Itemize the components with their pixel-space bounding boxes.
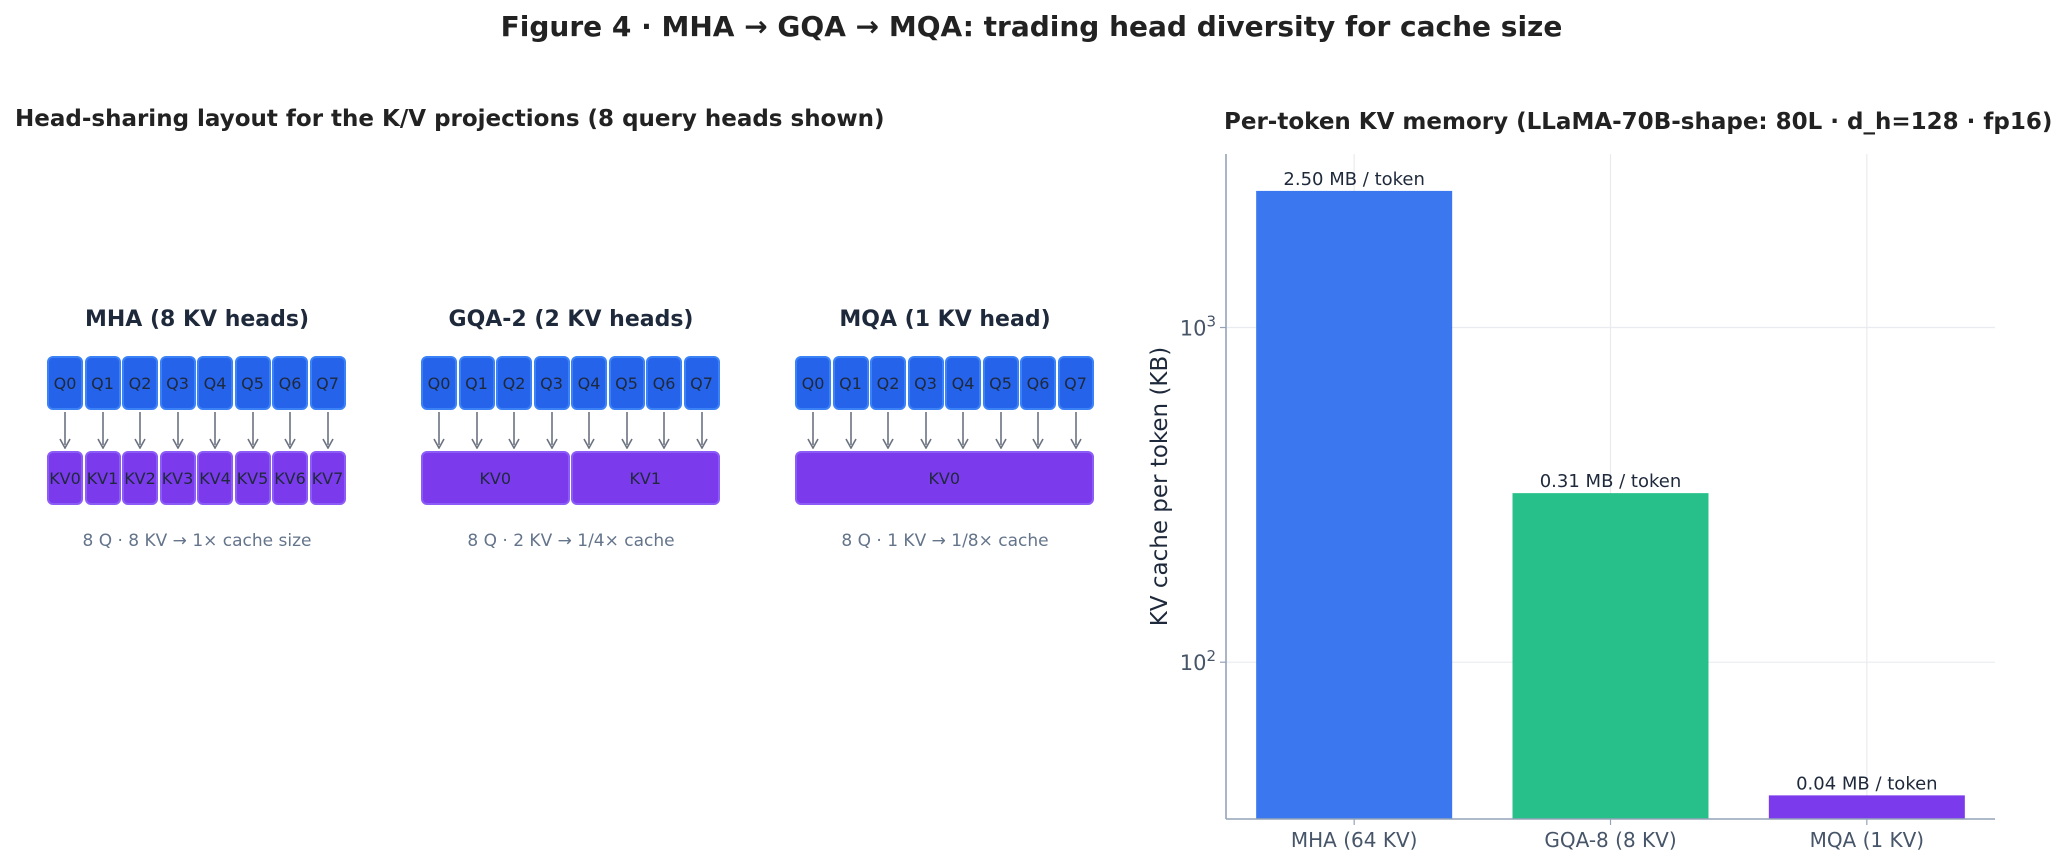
query-head-box: Q5 <box>608 356 645 410</box>
bar-value-label: 0.31 MB / token <box>1540 471 1682 492</box>
arrow-down-icon <box>882 412 894 449</box>
query-head-box: Q5 <box>234 356 271 410</box>
bar-value-label: 0.04 MB / token <box>1796 773 1938 794</box>
query-head-box: Q3 <box>907 356 944 410</box>
arrow-down-icon <box>658 412 670 449</box>
query-head-box: Q6 <box>646 356 682 410</box>
left-panel-title: Head-sharing layout for the K/V projecti… <box>15 106 885 132</box>
bar-value-label: 2.50 MB / token <box>1283 169 1425 190</box>
query-head-box: Q0 <box>47 356 83 410</box>
arrow-down-icon <box>470 412 483 449</box>
query-head-box: Q4 <box>197 356 233 410</box>
arrow-down-icon <box>807 412 819 449</box>
bar <box>1768 795 1965 819</box>
arrow-down-icon <box>96 412 109 449</box>
x-tick-label: MQA (1 KV) <box>1810 828 1925 852</box>
arrow-down-icon <box>1032 412 1044 449</box>
diagram-title: GQA-2 (2 KV heads) <box>448 307 694 332</box>
diagram-title: MQA (1 KV head) <box>839 307 1051 332</box>
query-head-box: Q2 <box>870 356 906 410</box>
diagram-caption: 8 Q · 8 KV → 1× cache size <box>82 531 312 551</box>
x-tick-label: GQA-8 (8 KV) <box>1544 828 1676 852</box>
y-axis-label: KV cache per token (KB) <box>1147 347 1173 627</box>
query-head-box: Q5 <box>982 356 1019 410</box>
arrow-down-icon <box>209 412 221 449</box>
query-head-box: Q4 <box>571 356 607 410</box>
query-head-box: Q2 <box>122 356 158 410</box>
x-tick-label: MHA (64 KV) <box>1291 828 1418 852</box>
bar <box>1512 493 1709 819</box>
query-head-box: Q4 <box>945 356 981 410</box>
arrow-down-icon <box>321 412 334 449</box>
y-tick-label: 103 <box>1180 313 1216 341</box>
kv-head-box: KV1 <box>571 451 720 505</box>
arrow-down-icon <box>171 412 184 449</box>
query-head-box: Q7 <box>1057 356 1094 410</box>
query-head-box: Q0 <box>421 356 457 410</box>
arrow-down-icon <box>508 412 520 449</box>
diagram-caption: 8 Q · 2 KV → 1/4× cache <box>467 531 675 551</box>
kv-head-box: KV0 <box>421 451 570 505</box>
kv-head-box: KV4 <box>197 451 233 505</box>
arrow-down-icon <box>957 412 969 449</box>
kv-head-box: KV7 <box>309 451 346 505</box>
kv-head-box: KV6 <box>272 451 308 505</box>
y-tick-label: 102 <box>1180 647 1216 675</box>
query-head-box: Q3 <box>159 356 196 410</box>
kv-head-box: KV1 <box>84 451 121 505</box>
arrow-down-icon <box>844 412 857 449</box>
kv-head-box: KV3 <box>159 451 196 505</box>
query-head-box: Q6 <box>1020 356 1056 410</box>
figure-title: Figure 4 · MHA → GQA → MQA: trading head… <box>500 10 1563 43</box>
arrow-down-icon <box>284 412 296 449</box>
arrow-down-icon <box>695 412 708 449</box>
query-head-box: Q1 <box>458 356 495 410</box>
query-head-box: Q7 <box>309 356 346 410</box>
bar <box>1256 190 1453 819</box>
diagram-caption: 8 Q · 1 KV → 1/8× cache <box>841 531 1049 551</box>
kv-head-box: KV0 <box>47 451 83 505</box>
kv-head-box: KV0 <box>795 451 1094 505</box>
query-head-box: Q7 <box>683 356 720 410</box>
query-head-box: Q3 <box>533 356 570 410</box>
arrow-down-icon <box>620 412 633 449</box>
kv-head-box: KV5 <box>234 451 271 505</box>
query-head-box: Q0 <box>795 356 831 410</box>
arrow-down-icon <box>545 412 558 449</box>
arrow-down-icon <box>433 412 445 449</box>
arrow-down-icon <box>583 412 595 449</box>
chart-title: Per-token KV memory (LLaMA-70B-shape: 80… <box>1224 109 2052 135</box>
query-head-box: Q1 <box>84 356 121 410</box>
diagram-title: MHA (8 KV heads) <box>84 307 310 332</box>
arrow-down-icon <box>246 412 259 449</box>
arrow-down-icon <box>994 412 1007 449</box>
arrow-down-icon <box>59 412 71 449</box>
arrow-down-icon <box>134 412 146 449</box>
arrow-down-icon <box>919 412 932 449</box>
kv-head-box: KV2 <box>122 451 158 505</box>
query-head-box: Q2 <box>496 356 532 410</box>
query-head-box: Q6 <box>272 356 308 410</box>
query-head-box: Q1 <box>832 356 869 410</box>
arrow-down-icon <box>1069 412 1082 449</box>
